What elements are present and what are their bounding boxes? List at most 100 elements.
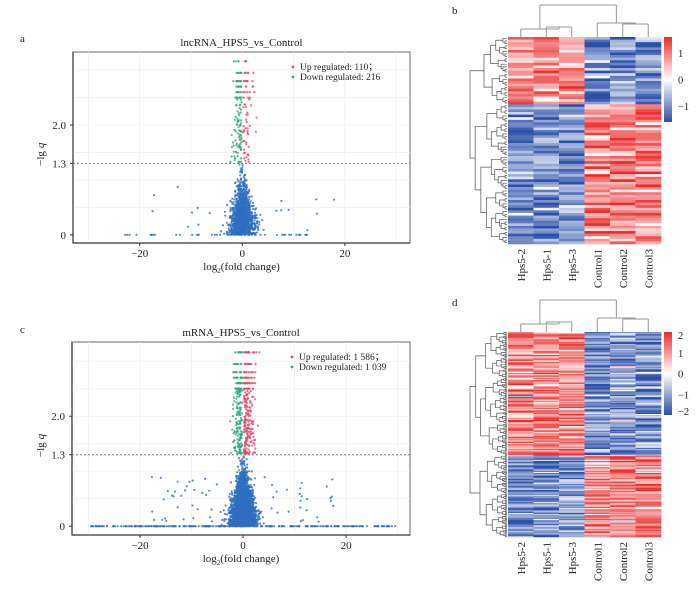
data-point-up-regulated <box>254 382 257 385</box>
data-point-not-significant <box>250 470 253 473</box>
data-point-not-significant <box>245 481 248 484</box>
data-point-not-significant <box>237 516 240 520</box>
data-point-not-significant <box>182 525 186 528</box>
data-point-not-significant <box>236 185 240 188</box>
data-point-down-regulated <box>232 440 235 444</box>
data-point-not-significant <box>263 233 267 236</box>
data-point-not-significant <box>257 226 260 229</box>
data-point-down-regulated <box>233 158 236 161</box>
data-point-not-significant <box>230 497 233 500</box>
data-point-down-regulated <box>237 444 240 447</box>
data-point-not-significant <box>244 487 247 490</box>
data-point-not-significant <box>254 514 257 517</box>
data-point-not-significant <box>124 525 127 528</box>
data-point-up-regulated <box>251 404 254 407</box>
data-point-up-regulated <box>246 418 249 421</box>
data-point-not-significant <box>242 508 246 511</box>
data-point-not-significant <box>336 525 340 528</box>
data-point-not-significant <box>249 200 252 203</box>
data-point-not-significant <box>237 523 240 526</box>
data-point-not-significant <box>231 518 234 521</box>
data-point-not-significant <box>243 174 246 177</box>
data-point-not-significant <box>250 499 253 502</box>
data-point-down-regulated <box>233 400 236 403</box>
data-point-not-significant <box>228 492 232 495</box>
data-point-not-significant <box>229 481 233 484</box>
data-point-up-regulated <box>249 414 252 417</box>
data-point-up-regulated <box>246 382 249 385</box>
data-point-not-significant <box>237 495 240 498</box>
data-point-not-significant <box>230 507 234 510</box>
data-point-not-significant <box>263 476 266 479</box>
data-point-up-regulated <box>245 60 248 63</box>
data-point-not-significant <box>241 196 244 199</box>
data-point-down-regulated <box>234 351 237 354</box>
data-point-not-significant <box>305 509 308 512</box>
data-point-down-regulated <box>235 427 238 430</box>
data-point-down-regulated <box>230 155 233 158</box>
data-point-not-significant <box>240 221 243 224</box>
data-point-down-regulated <box>236 407 239 410</box>
data-point-not-significant <box>176 480 179 483</box>
data-point-up-regulated <box>248 430 251 433</box>
data-point-not-significant <box>246 509 249 512</box>
data-point-not-significant <box>374 525 377 528</box>
data-point-down-regulated <box>234 60 237 63</box>
data-point-down-regulated <box>239 122 242 125</box>
data-point-not-significant <box>248 503 251 507</box>
data-point-not-significant <box>230 501 233 504</box>
data-point-down-regulated <box>237 390 240 393</box>
data-point-down-regulated <box>239 157 242 160</box>
data-point-down-regulated <box>236 445 239 448</box>
data-point-not-significant <box>225 513 229 516</box>
data-point-up-regulated <box>254 451 257 454</box>
data-point-not-significant <box>150 476 153 479</box>
data-point-not-significant <box>300 495 303 498</box>
data-point-not-significant <box>229 208 232 211</box>
data-point-not-significant <box>151 210 154 213</box>
data-point-not-significant <box>243 468 247 471</box>
data-point-up-regulated <box>242 388 246 391</box>
data-point-down-regulated <box>239 422 242 425</box>
data-point-not-significant <box>234 230 237 233</box>
data-point-not-significant <box>315 198 318 201</box>
data-point-up-regulated <box>243 428 246 431</box>
data-point-down-regulated <box>229 451 232 454</box>
data-point-not-significant <box>227 508 230 512</box>
data-point-down-regulated <box>232 362 235 366</box>
data-point-not-significant <box>238 469 241 472</box>
data-point-not-significant <box>240 177 243 180</box>
data-point-not-significant <box>149 233 152 236</box>
data-point-up-regulated <box>251 371 254 374</box>
data-point-not-significant <box>236 487 240 490</box>
data-point-not-significant <box>394 525 397 528</box>
data-point-down-regulated <box>233 118 236 121</box>
data-point-not-significant <box>235 475 238 478</box>
data-point-not-significant <box>248 497 251 500</box>
data-point-not-significant <box>299 499 302 502</box>
data-point-up-regulated <box>244 105 247 108</box>
data-point-not-significant <box>243 500 247 503</box>
data-point-not-significant <box>175 233 178 236</box>
data-point-not-significant <box>197 223 200 226</box>
data-point-down-regulated <box>236 438 239 441</box>
data-point-not-significant <box>295 233 298 236</box>
data-point-up-regulated <box>247 71 250 74</box>
data-point-not-significant <box>231 522 234 526</box>
data-point-not-significant <box>229 518 232 521</box>
data-point-not-significant <box>240 217 243 220</box>
data-point-not-significant <box>249 208 252 211</box>
data-point-not-significant <box>258 515 261 519</box>
data-point-not-significant <box>240 231 243 234</box>
data-point-not-significant <box>178 525 181 528</box>
data-point-not-significant <box>251 490 254 493</box>
data-point-not-significant <box>253 507 256 511</box>
data-point-not-significant <box>329 496 332 500</box>
data-point-up-regulated <box>249 376 252 379</box>
data-point-not-significant <box>185 485 188 488</box>
data-point-not-significant <box>247 511 251 514</box>
data-point-down-regulated <box>234 391 237 394</box>
data-point-not-significant <box>252 498 255 501</box>
data-point-down-regulated <box>237 85 240 88</box>
data-point-not-significant <box>241 214 244 218</box>
